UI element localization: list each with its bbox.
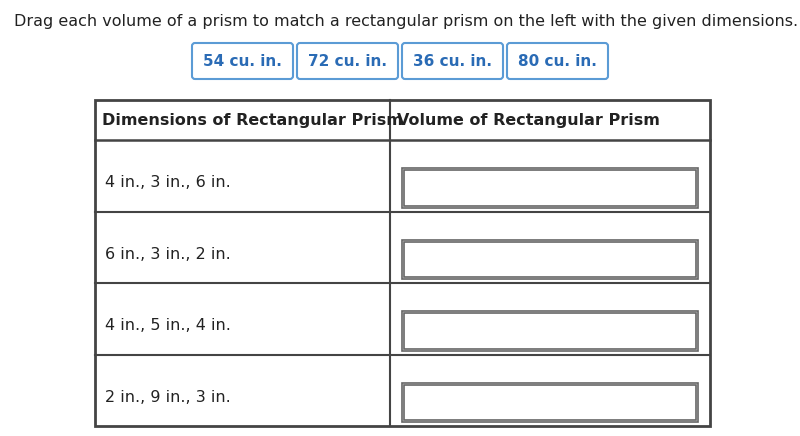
Text: 36 cu. in.: 36 cu. in. (413, 54, 492, 68)
Bar (404, 170, 696, 206)
Bar (404, 242, 696, 277)
Text: 80 cu. in.: 80 cu. in. (518, 54, 597, 68)
Text: 4 in., 5 in., 4 in.: 4 in., 5 in., 4 in. (105, 318, 231, 334)
Bar (95, 100, 710, 426)
Bar (402, 239, 698, 279)
Text: 6 in., 3 in., 2 in.: 6 in., 3 in., 2 in. (105, 247, 230, 262)
FancyBboxPatch shape (507, 43, 608, 79)
FancyBboxPatch shape (297, 43, 398, 79)
FancyBboxPatch shape (192, 43, 293, 79)
Bar (402, 168, 698, 208)
Text: 54 cu. in.: 54 cu. in. (203, 54, 282, 68)
Bar (402, 311, 698, 351)
FancyBboxPatch shape (402, 43, 503, 79)
Bar (402, 382, 698, 422)
Text: 4 in., 3 in., 6 in.: 4 in., 3 in., 6 in. (105, 175, 230, 191)
Bar (404, 313, 696, 349)
Text: Dimensions of Rectangular Prism: Dimensions of Rectangular Prism (102, 112, 403, 127)
Text: Volume of Rectangular Prism: Volume of Rectangular Prism (397, 112, 660, 127)
Text: Drag each volume of a prism to match a rectangular prism on the left with the gi: Drag each volume of a prism to match a r… (14, 14, 798, 29)
Text: 72 cu. in.: 72 cu. in. (308, 54, 387, 68)
Text: 2 in., 9 in., 3 in.: 2 in., 9 in., 3 in. (105, 390, 230, 405)
Bar (404, 385, 696, 420)
